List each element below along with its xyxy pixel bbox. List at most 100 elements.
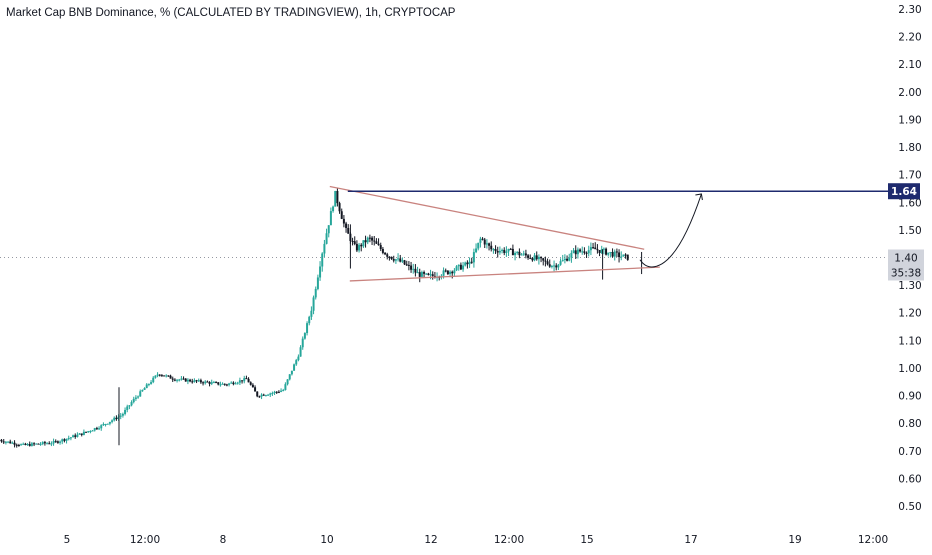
candle-body — [111, 420, 113, 422]
candles — [0, 188, 642, 448]
candle-body — [144, 388, 146, 390]
projection-arrow-head — [695, 194, 702, 200]
candle-body — [135, 398, 137, 399]
candle-body — [107, 424, 109, 425]
candle-body — [24, 444, 26, 445]
candle-body — [473, 252, 475, 262]
candle-body — [384, 253, 386, 254]
candle-body — [557, 265, 559, 268]
y-tick-label: 0.60 — [898, 473, 921, 485]
candle-body — [9, 442, 11, 444]
candle-body — [479, 239, 481, 243]
candle-body — [157, 375, 159, 376]
candle-body — [430, 274, 432, 275]
candle-body — [131, 402, 133, 405]
candle-body — [423, 272, 425, 274]
candle-body — [412, 269, 414, 270]
candle-body — [291, 371, 293, 375]
y-tick-label: 1.00 — [898, 363, 921, 375]
y-tick-label: 0.50 — [898, 501, 921, 513]
candle-body — [183, 379, 185, 380]
x-tick-label: 15 — [580, 534, 593, 546]
candle-body — [172, 379, 174, 380]
candle-body — [339, 203, 341, 211]
candle-body — [466, 263, 468, 265]
candle-body — [230, 383, 232, 384]
candle-body — [137, 396, 139, 397]
candle-body — [89, 431, 91, 432]
candle-body — [525, 253, 527, 255]
x-tick-label: 12:00 — [858, 534, 888, 546]
y-tick-label: 1.70 — [898, 170, 921, 182]
triangle-lower-trendline[interactable] — [350, 267, 660, 281]
candle-body — [596, 249, 598, 250]
candle-body — [209, 382, 211, 384]
candle-body — [330, 211, 332, 225]
projection-arrow-curve[interactable] — [640, 194, 701, 267]
candle-body — [226, 384, 228, 385]
candle-body — [280, 391, 282, 392]
candle-body — [397, 258, 399, 259]
y-tick-label: 2.30 — [898, 4, 921, 16]
candle-body — [399, 258, 401, 261]
candle-body — [161, 375, 163, 376]
candle-body — [48, 443, 50, 444]
y-tick-label: 1.80 — [898, 142, 921, 154]
candle-body — [250, 382, 252, 384]
x-tick-label: 19 — [788, 534, 801, 546]
candle-body — [128, 405, 130, 406]
candle-body — [302, 339, 304, 348]
candle-body — [549, 264, 551, 266]
candle-body — [375, 241, 377, 243]
candle-body — [512, 249, 514, 255]
candle-body — [278, 392, 280, 393]
candle-body — [586, 253, 588, 254]
candle-body — [560, 261, 562, 265]
candle-body — [581, 251, 583, 252]
candle-body — [304, 333, 306, 339]
candle-body — [44, 442, 46, 443]
candle-body — [269, 394, 271, 395]
candle-body — [308, 317, 310, 323]
candle-body — [516, 252, 518, 253]
candle-body — [228, 383, 230, 384]
candle-body — [176, 380, 178, 381]
candle-body — [63, 439, 65, 441]
candle-body — [57, 441, 59, 443]
candle-body — [547, 261, 549, 264]
candle-body — [20, 444, 22, 445]
candle-body — [443, 270, 445, 275]
candle-body — [531, 258, 533, 260]
candle-body — [508, 249, 510, 252]
candle-body — [35, 444, 37, 445]
candle-body — [562, 260, 564, 261]
candle-body — [133, 399, 135, 402]
candle-body — [1, 440, 3, 441]
candle-body — [380, 245, 382, 249]
candle-body — [419, 272, 421, 277]
candle-body — [300, 347, 302, 356]
candle-body — [369, 238, 371, 239]
candle-body — [313, 297, 315, 310]
candle-body — [510, 249, 512, 250]
candle-body — [83, 432, 85, 435]
candle-body — [568, 258, 570, 261]
candle-body — [219, 384, 221, 385]
candle-body — [607, 253, 609, 255]
candle-body — [200, 380, 202, 382]
candle-body — [386, 254, 388, 256]
candle-body — [191, 381, 193, 382]
candle-body — [414, 269, 416, 273]
candle-body — [599, 250, 601, 253]
candle-body — [391, 257, 393, 259]
candle-body — [566, 259, 568, 261]
candle-body — [492, 249, 494, 250]
candle-body — [122, 414, 124, 416]
candle-body — [267, 395, 269, 396]
candle-body — [456, 266, 458, 270]
candle-body — [408, 265, 410, 266]
candle-body — [365, 240, 367, 242]
candle-body — [458, 265, 460, 266]
candle-body — [232, 383, 234, 384]
